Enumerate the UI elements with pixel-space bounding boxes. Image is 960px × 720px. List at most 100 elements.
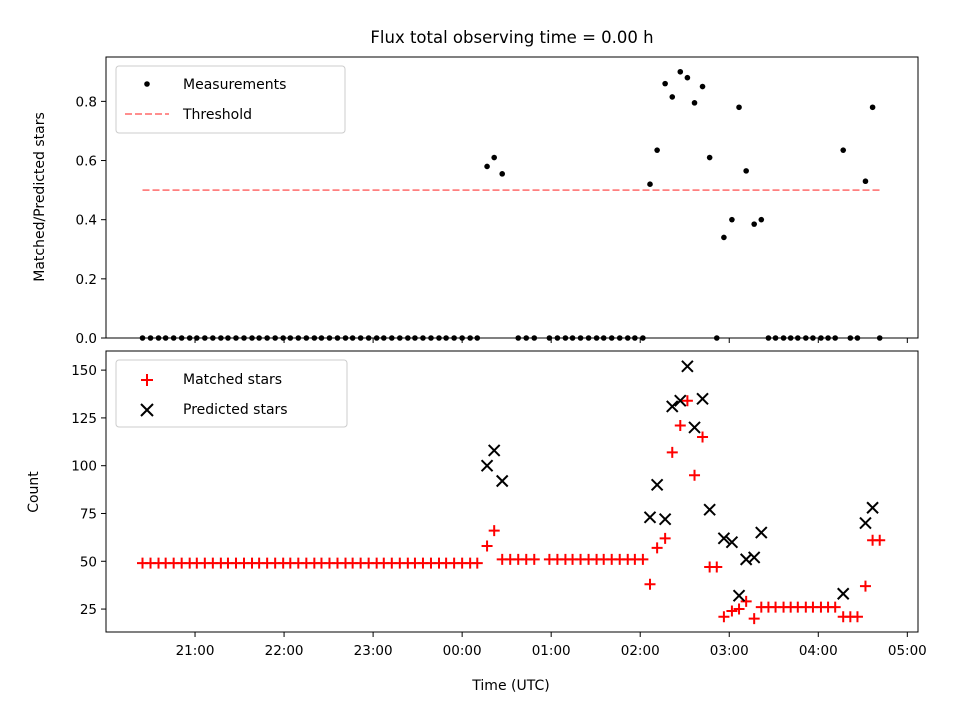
counts-legend-box — [115, 359, 348, 428]
predicted-star-point — [696, 392, 709, 405]
predicted-star-point — [747, 551, 761, 564]
matched-star-point — [733, 603, 745, 615]
predicted-star-point — [732, 589, 746, 602]
matched-star-point — [528, 553, 540, 565]
legend-predicted-label: Predicted stars — [183, 402, 288, 418]
measurement-point — [729, 216, 735, 223]
predicted-stars-series — [480, 360, 879, 602]
x-tick-label: 00:00 — [443, 643, 482, 659]
counts-panel-ticks: 21:00 22:00 23:00 00:00 01:00 02:00 03:00 04:00… — [71, 363, 927, 659]
y-tick-label: 25 — [80, 602, 97, 618]
matched-star-point — [711, 561, 723, 573]
measurement-point — [699, 83, 706, 90]
measurement-point — [654, 147, 660, 153]
x-axis-label: Time (UTC) — [471, 678, 549, 694]
x-tick-label: 03:00 — [710, 643, 749, 659]
matched-star-point — [748, 613, 760, 625]
legend-threshold-label: Threshold — [182, 107, 252, 123]
chart-title: Flux total observing time = 0.00 h — [370, 28, 653, 47]
matched-star-point — [659, 532, 671, 544]
x-tick-label: 04:00 — [799, 643, 838, 659]
matched-star-point — [681, 395, 693, 407]
measurement-point — [743, 168, 749, 174]
y-tick-label: 0.0 — [76, 331, 97, 347]
y-tick-label: 0.8 — [76, 94, 97, 110]
ratio-panel-frame — [105, 56, 919, 339]
y-tick-label: 0.4 — [76, 213, 97, 229]
measurement-point — [869, 104, 876, 111]
measurement-point — [499, 171, 506, 177]
matched-star-point — [651, 542, 663, 554]
measurement-point — [691, 100, 698, 106]
ratio-panel: 0.00.20.40.60.8 Matched/Predicted stars … — [32, 56, 919, 347]
predicted-star-point — [495, 474, 509, 488]
measurement-point — [491, 154, 497, 161]
measurement-point — [758, 216, 765, 223]
measurement-point — [736, 104, 742, 111]
x-tick-label: 05:00 — [888, 643, 927, 659]
matched-star-point — [740, 595, 752, 607]
ratio-panel-ticks: 0.0 0.2 0.4 0.6 0.8 — [76, 94, 908, 347]
counts-legend: Matched stars Predicted stars — [115, 359, 348, 428]
predicted-star-point — [725, 535, 739, 549]
matched-star-point — [666, 446, 678, 458]
measurement-point — [721, 234, 727, 241]
y-tick-label: 50 — [80, 554, 97, 570]
x-tick-label: 22:00 — [265, 643, 304, 659]
predicted-star-point — [650, 478, 664, 492]
matched-star-point — [726, 605, 738, 617]
predicted-star-point — [643, 511, 657, 524]
measurement-point — [751, 221, 757, 227]
matched-stars-series — [137, 395, 886, 625]
measurement-point — [677, 68, 684, 75]
matched-star-point — [689, 469, 701, 481]
matched-star-point — [481, 540, 493, 552]
x-tick-label: 23:00 — [354, 643, 393, 659]
y-tick-label: 0.6 — [76, 154, 97, 170]
predicted-star-point — [717, 532, 731, 545]
matched-star-point — [637, 553, 649, 565]
measurement-point — [669, 94, 676, 100]
counts-panel: 21:00 22:00 23:00 00:00 01:00 02:00 03:00 04:00… — [26, 350, 927, 694]
predicted-star-point — [658, 513, 672, 526]
measurement-point — [684, 74, 691, 81]
ratio-panel-ylabel: Matched/Predicted stars — [32, 112, 48, 282]
ratio-legend-box — [115, 65, 346, 134]
counts-panel-ylabel: Count — [26, 471, 42, 513]
x-tick-label: 21:00 — [176, 643, 215, 659]
legend-x-icon — [140, 403, 154, 417]
predicted-star-point — [688, 421, 701, 434]
y-tick-label: 100 — [71, 459, 97, 475]
matched-star-point — [859, 580, 871, 592]
matched-star-point — [488, 525, 500, 537]
ratio-legend: Measurements Threshold — [115, 65, 346, 134]
matched-star-point — [697, 431, 709, 443]
matched-star-point — [644, 578, 656, 590]
matched-star-point — [851, 611, 863, 623]
legend-measurements-label: Measurements — [183, 77, 286, 93]
x-tick-label: 01:00 — [532, 643, 571, 659]
predicted-star-point — [480, 459, 494, 472]
matched-star-point — [718, 611, 730, 623]
matched-star-point — [874, 534, 886, 546]
measurement-point — [862, 178, 869, 185]
measurement-point — [647, 181, 653, 187]
y-tick-label: 125 — [71, 411, 97, 427]
predicted-star-point — [837, 587, 850, 600]
matched-star-point — [674, 420, 686, 432]
y-tick-label: 75 — [80, 506, 97, 522]
predicted-star-point — [674, 394, 687, 407]
predicted-star-point — [487, 444, 501, 457]
matched-star-point — [471, 557, 483, 569]
counts-panel-frame — [105, 350, 919, 633]
measurement-point — [484, 163, 490, 170]
legend-plus-icon — [141, 374, 153, 386]
predicted-star-point — [681, 360, 694, 373]
predicted-star-point — [866, 501, 879, 514]
legend-matched-label: Matched stars — [183, 372, 282, 388]
legend-dot-icon — [144, 81, 150, 87]
y-tick-label: 150 — [71, 363, 97, 379]
measurement-point — [662, 80, 668, 87]
x-tick-label: 02:00 — [621, 643, 660, 659]
